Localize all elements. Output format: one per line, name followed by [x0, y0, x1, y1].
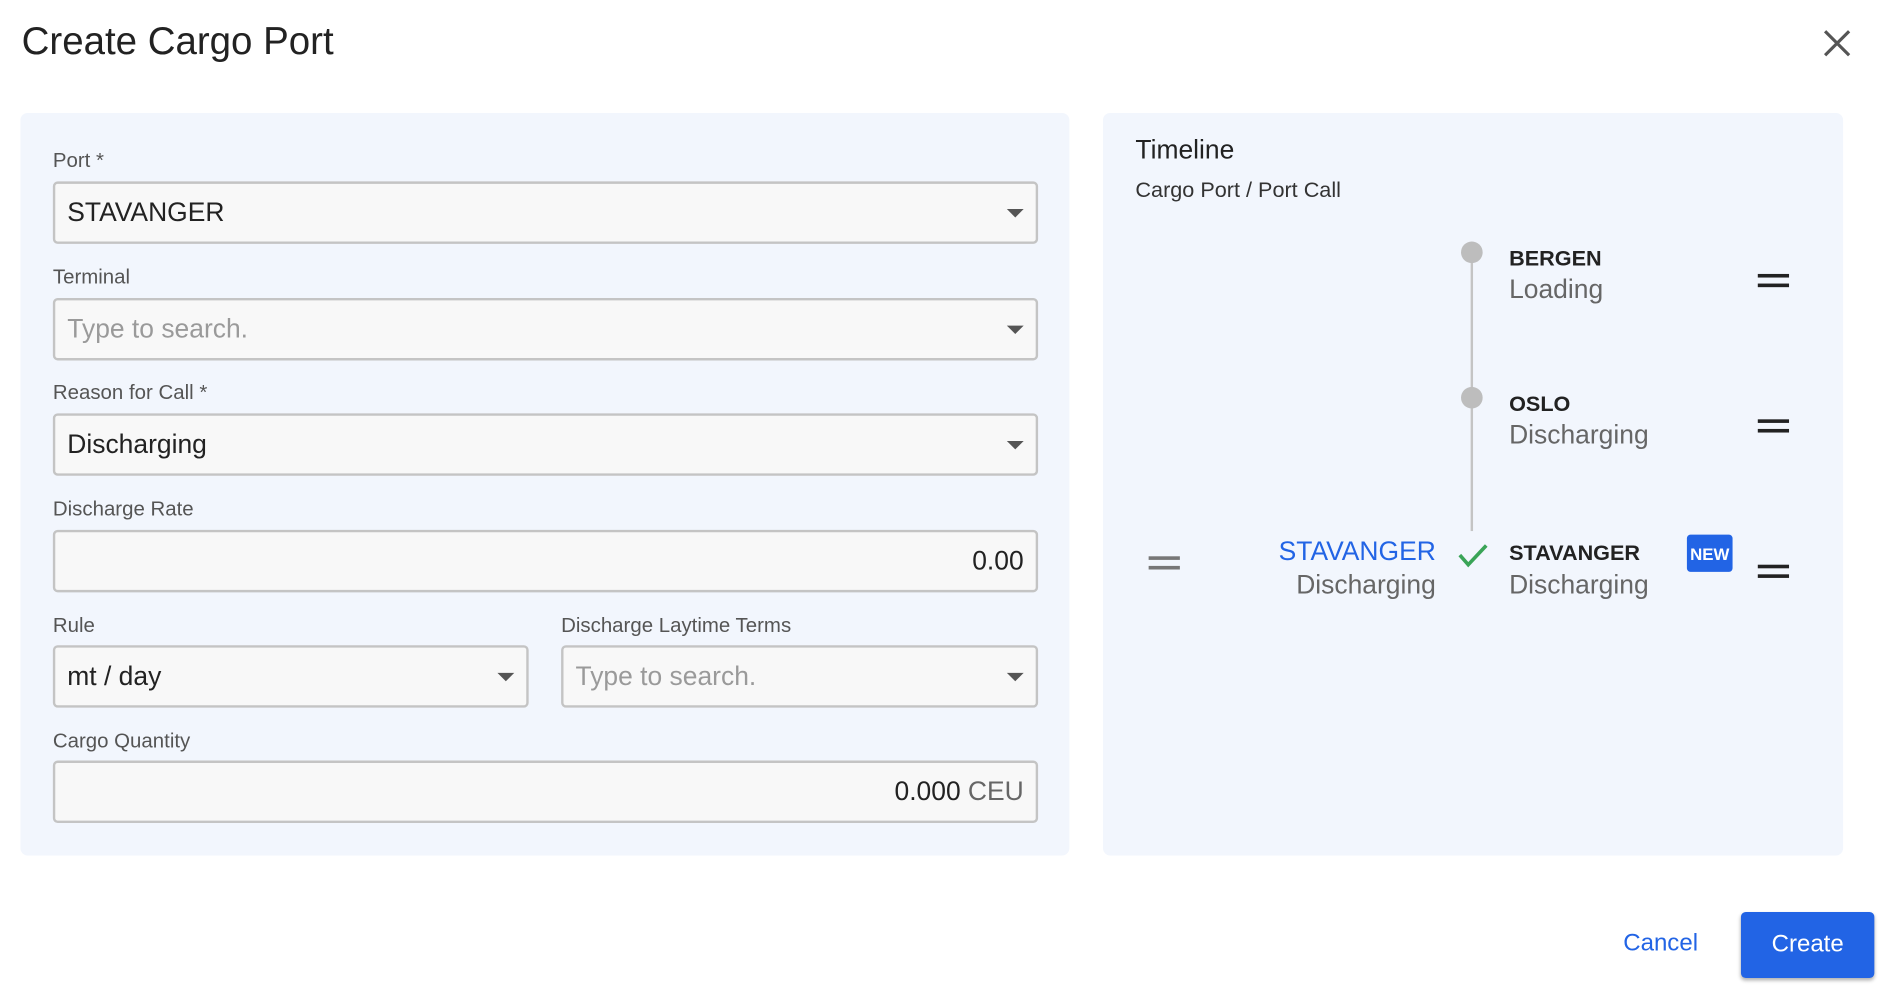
timeline-subtitle: Cargo Port / Port Call [1135, 177, 1341, 202]
rule-select[interactable]: mt / day [52, 645, 529, 708]
timeline-dot [1461, 386, 1483, 409]
laytime-select[interactable]: Type to search. [561, 645, 1039, 708]
timeline-title: Timeline [1135, 134, 1235, 165]
pending-port: STAVANGER [1278, 535, 1436, 566]
create-button[interactable]: Create [1740, 911, 1875, 979]
timeline-item-activity: Discharging [1509, 419, 1649, 450]
caret-down-icon [1006, 208, 1024, 217]
dialog-title: Create Cargo Port [21, 19, 334, 63]
port-select[interactable]: STAVANGER [52, 181, 1039, 244]
cargo-quantity-unit: CEU [967, 776, 1024, 807]
timeline-item-activity: Loading [1509, 273, 1604, 304]
drag-handle-icon[interactable] [1757, 419, 1790, 433]
discharge-rate-value: 0.00 [972, 545, 1024, 576]
cargo-quantity-input[interactable]: 0.000 CEU [52, 760, 1039, 824]
drag-handle-icon[interactable] [1757, 273, 1790, 288]
pending-activity: Discharging [1296, 569, 1436, 600]
close-icon[interactable] [1820, 26, 1854, 60]
terminal-select[interactable]: Type to search. [52, 297, 1039, 361]
terminal-label: Terminal [52, 265, 131, 289]
timeline-item-activity: Discharging [1509, 569, 1649, 600]
port-label: Port * [52, 148, 104, 172]
timeline-dot [1461, 241, 1483, 264]
reason-value: Discharging [67, 428, 207, 459]
timeline-item-port: BERGEN [1509, 246, 1602, 271]
timeline-item-port: OSLO [1509, 391, 1571, 416]
rule-value: mt / day [67, 660, 162, 691]
caret-down-icon [1006, 440, 1024, 449]
drag-handle-icon[interactable] [1757, 564, 1790, 578]
cargo-quantity-value: 0.000 [894, 776, 961, 807]
caret-down-icon [1006, 325, 1024, 334]
discharge-rate-label: Discharge Rate [52, 497, 194, 521]
laytime-placeholder: Type to search. [575, 660, 757, 691]
reason-label: Reason for Call * [52, 380, 208, 404]
terminal-placeholder: Type to search. [67, 313, 249, 344]
cargo-quantity-label: Cargo Quantity [52, 729, 191, 753]
discharge-rate-input[interactable]: 0.00 [52, 529, 1039, 593]
drag-handle-icon[interactable] [1148, 556, 1180, 570]
timeline-item-port: STAVANGER [1509, 540, 1641, 565]
new-badge: NEW [1686, 534, 1733, 572]
laytime-label: Discharge Laytime Terms [561, 613, 792, 637]
check-icon [1458, 544, 1488, 568]
cancel-button[interactable]: Cancel [1623, 929, 1699, 957]
caret-down-icon [1006, 672, 1024, 681]
timeline-panel [1102, 112, 1844, 856]
caret-down-icon [497, 672, 515, 681]
rule-label: Rule [52, 613, 95, 637]
reason-select[interactable]: Discharging [52, 413, 1039, 476]
port-value: STAVANGER [67, 197, 225, 228]
